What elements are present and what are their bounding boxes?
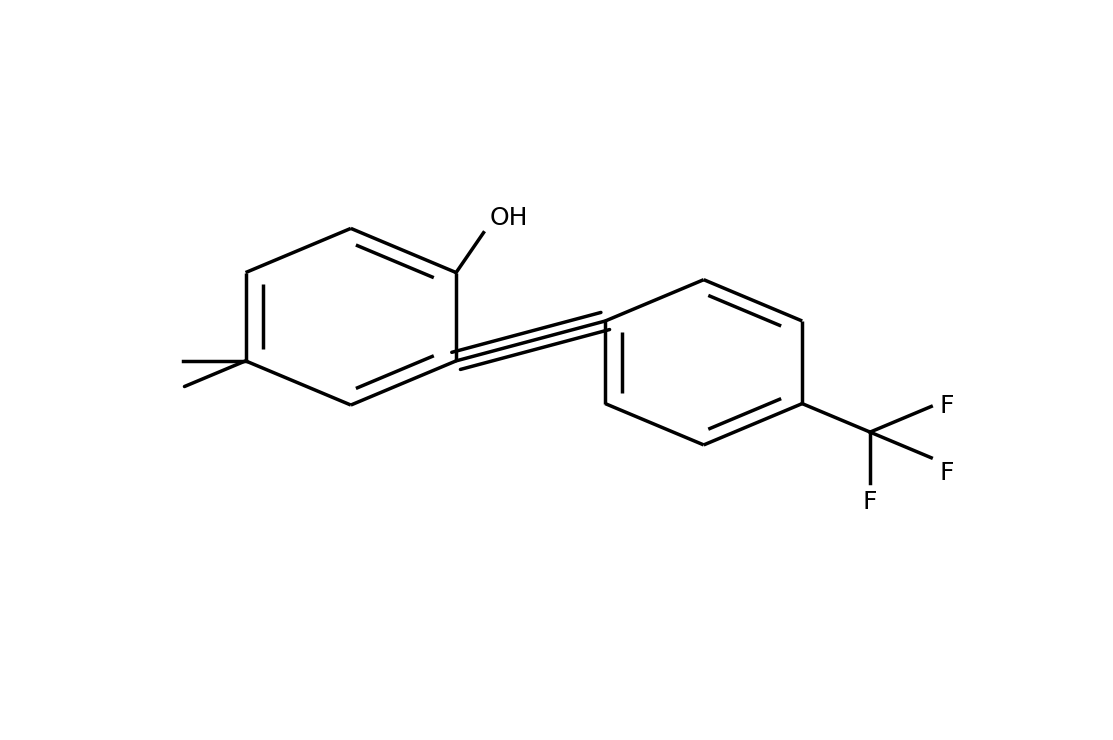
Text: F: F: [939, 394, 954, 418]
Text: OH: OH: [490, 206, 529, 230]
Text: F: F: [863, 490, 877, 514]
Text: F: F: [939, 460, 954, 485]
